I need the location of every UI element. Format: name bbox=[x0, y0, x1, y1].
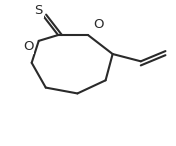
Text: O: O bbox=[23, 40, 33, 53]
Text: O: O bbox=[93, 18, 104, 31]
Text: S: S bbox=[34, 4, 43, 17]
